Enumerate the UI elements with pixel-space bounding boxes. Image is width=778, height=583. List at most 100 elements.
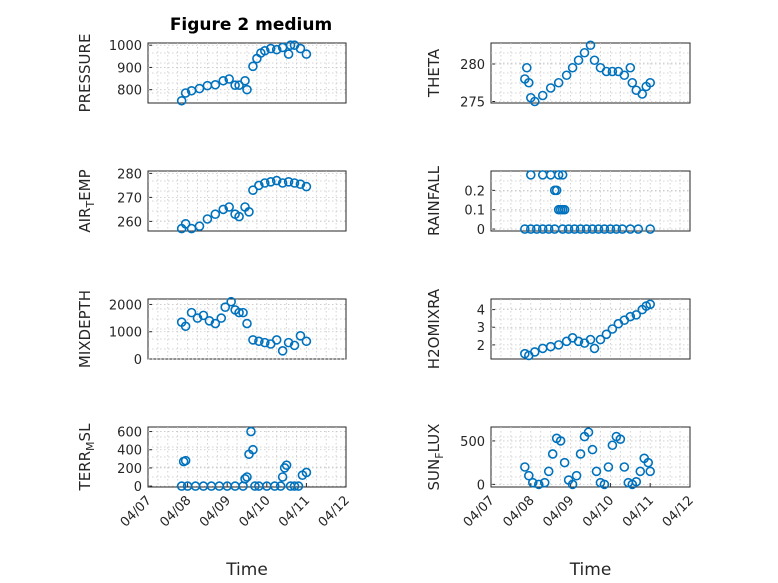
data-point — [543, 224, 554, 234]
data-point — [557, 170, 568, 180]
y-axis-label: PRESSURE — [76, 34, 94, 113]
data-point — [254, 336, 264, 347]
data-point — [575, 449, 586, 459]
y-tick-label: 2 — [477, 339, 485, 354]
y-tick-label: 200 — [117, 462, 142, 477]
data-point — [248, 335, 258, 345]
data-point — [553, 340, 564, 350]
data-point — [545, 83, 556, 93]
data-point — [601, 329, 612, 340]
data-point — [525, 170, 536, 180]
data-point — [557, 224, 568, 234]
data-point — [301, 49, 312, 59]
y-tick-label: 400 — [117, 444, 142, 459]
data-point — [645, 466, 656, 477]
data-point — [631, 476, 642, 487]
data-point — [599, 224, 610, 234]
data-point — [275, 481, 286, 491]
data-point — [581, 224, 592, 234]
data-point — [250, 481, 260, 491]
y-tick-label: 3 — [477, 321, 485, 336]
data-point — [210, 209, 221, 219]
data-point — [242, 84, 252, 95]
data-point — [555, 436, 566, 446]
data-point — [260, 337, 270, 348]
data-point — [194, 221, 205, 231]
data-point — [551, 185, 562, 196]
data-point — [573, 55, 584, 66]
data-point — [585, 334, 596, 345]
x-tick-label: 04/12 — [316, 493, 353, 530]
y-axis-label: TERRMSL — [76, 423, 97, 492]
subplot-1: 275 280 THETA — [425, 40, 691, 111]
data-point — [645, 224, 656, 234]
data-point — [281, 460, 292, 470]
data-point — [537, 90, 548, 101]
data-point — [238, 307, 248, 318]
subplot-3: 0 0.1 0.2 RAINFALL — [425, 165, 691, 238]
x-tick-label: 04/07 — [461, 493, 498, 530]
data-point — [524, 77, 534, 88]
data-point — [607, 440, 618, 451]
subplot-2: 260 270 280 AIRTEMP — [76, 167, 347, 234]
y-tick-label: 4 — [477, 304, 485, 319]
data-point — [277, 472, 288, 482]
data-point — [194, 83, 205, 94]
y-tick-label: 275 — [460, 96, 485, 111]
data-point — [635, 466, 646, 477]
data-point — [226, 296, 236, 307]
data-point — [230, 80, 240, 91]
data-point — [615, 434, 626, 444]
data-point — [559, 204, 570, 215]
y-tick-label: 600 — [117, 426, 142, 441]
data-point — [246, 426, 256, 437]
data-point — [271, 335, 282, 345]
data-point — [553, 170, 564, 180]
y-tick-label: 800 — [117, 84, 142, 99]
data-point — [210, 318, 221, 329]
data-point — [176, 95, 187, 106]
data-point — [301, 336, 312, 347]
data-point — [234, 211, 244, 222]
y-axis-label: THETA — [425, 48, 443, 98]
y-tick-label: 1000 — [109, 39, 142, 54]
data-point — [260, 178, 270, 188]
data-point — [563, 224, 574, 234]
data-point — [531, 224, 542, 234]
data-point — [198, 310, 209, 321]
data-point — [293, 481, 304, 491]
data-point — [587, 224, 598, 234]
y-tick-label: 0.1 — [464, 204, 485, 219]
data-point — [591, 466, 602, 477]
data-point — [248, 444, 258, 455]
data-point — [579, 47, 590, 58]
data-point — [301, 467, 312, 478]
data-point — [522, 62, 532, 73]
x-tick-label: 04/12 — [660, 493, 697, 530]
data-point — [520, 462, 530, 472]
data-point — [295, 43, 306, 54]
data-point — [575, 224, 586, 234]
y-tick-label: 0 — [134, 480, 142, 495]
figure-title: Figure 2 medium — [170, 15, 332, 35]
data-point — [637, 89, 648, 99]
y-tick-label: 500 — [460, 435, 485, 450]
data-point — [277, 346, 288, 356]
y-tick-label: 260 — [117, 215, 142, 230]
data-point — [645, 77, 656, 88]
data-point — [524, 470, 534, 481]
data-point — [633, 224, 644, 234]
data-point — [599, 479, 610, 490]
data-point — [271, 44, 282, 55]
data-point — [283, 177, 294, 187]
data-point — [520, 224, 530, 234]
y-axis-label: RAINFALL — [425, 165, 443, 236]
x-tick-label: 04/08 — [501, 493, 538, 530]
data-point — [567, 479, 578, 490]
y-axis-label: SUNFLUX — [425, 424, 446, 491]
y-tick-label: 900 — [117, 61, 142, 76]
data-point — [595, 334, 606, 345]
data-point — [180, 455, 191, 466]
x-axis-label: Time — [225, 560, 268, 580]
